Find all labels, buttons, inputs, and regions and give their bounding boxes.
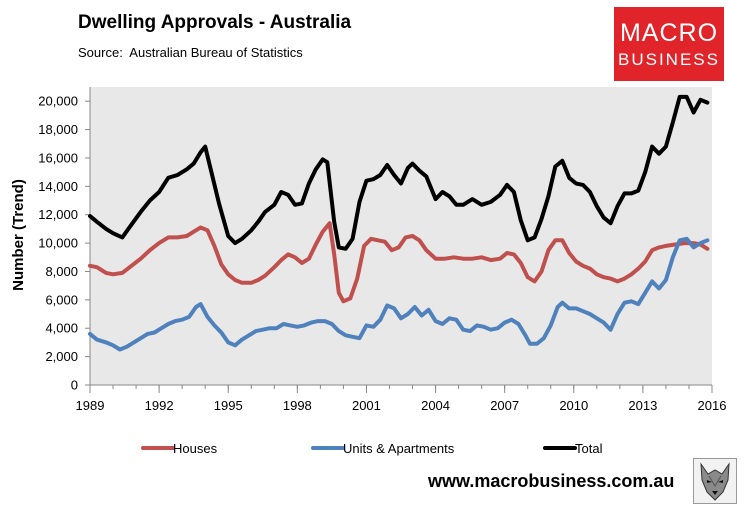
x-tick-label: 1992 xyxy=(145,398,174,413)
x-tick-label: 2007 xyxy=(490,398,519,413)
chart-title: Dwelling Approvals - Australia xyxy=(78,12,352,33)
x-tick-label: 2010 xyxy=(559,398,588,413)
x-tick-label: 1989 xyxy=(76,398,105,413)
wolf-logo-icon xyxy=(693,458,737,504)
logo-line-2: BUSINESS xyxy=(618,50,720,69)
y-tick-label: 6,000 xyxy=(45,292,78,307)
y-tick-label: 8,000 xyxy=(45,264,78,279)
website-url: www.macrobusiness.com.au xyxy=(428,471,675,491)
macrobusiness-logo: MACRO BUSINESS xyxy=(614,7,724,81)
x-tick-label: 1998 xyxy=(283,398,312,413)
legend: Houses Units & Apartments Total xyxy=(141,441,603,456)
legend-item-houses: Houses xyxy=(141,441,218,456)
y-tick-label: 14,000 xyxy=(38,179,78,194)
legend-label: Units & Apartments xyxy=(343,441,455,456)
y-tick-label: 2,000 xyxy=(45,349,78,364)
series-layer xyxy=(88,94,710,352)
plot-area xyxy=(90,87,712,385)
series-line-total xyxy=(88,94,710,251)
y-axis: 0 2,000 4,000 6,000 8,000 10,000 12,000 14,000 1… xyxy=(38,87,91,393)
x-tick-label: 2001 xyxy=(352,398,381,413)
y-tick-label: 18,000 xyxy=(38,122,78,137)
legend-label: Houses xyxy=(173,441,218,456)
y-axis-label: Number (Trend) xyxy=(10,179,27,291)
y-tick-label: 20,000 xyxy=(38,94,78,109)
x-axis: 1989 1992 1995 1998 2001 2004 2007 2010 2013 2016 xyxy=(76,384,727,413)
y-tick-label: 0 xyxy=(71,378,78,393)
chart-source: Source: Australian Bureau of Statistics xyxy=(78,45,303,60)
y-tick-label: 12,000 xyxy=(38,207,78,222)
x-tick-label: 2013 xyxy=(628,398,657,413)
y-tick-label: 10,000 xyxy=(38,236,78,251)
y-tick-label: 16,000 xyxy=(38,150,78,165)
x-tick-label: 2004 xyxy=(421,398,450,413)
logo-line-1: MACRO xyxy=(619,19,719,47)
y-tick-label: 4,000 xyxy=(45,321,78,336)
x-tick-label: 2016 xyxy=(698,398,727,413)
legend-label: Total xyxy=(575,441,603,456)
legend-item-units-apartments: Units & Apartments xyxy=(311,441,455,456)
legend-item-total: Total xyxy=(543,441,603,456)
x-tick-label: 1995 xyxy=(214,398,243,413)
series-line-units-apartments xyxy=(88,236,710,352)
series-line-houses xyxy=(88,221,710,304)
